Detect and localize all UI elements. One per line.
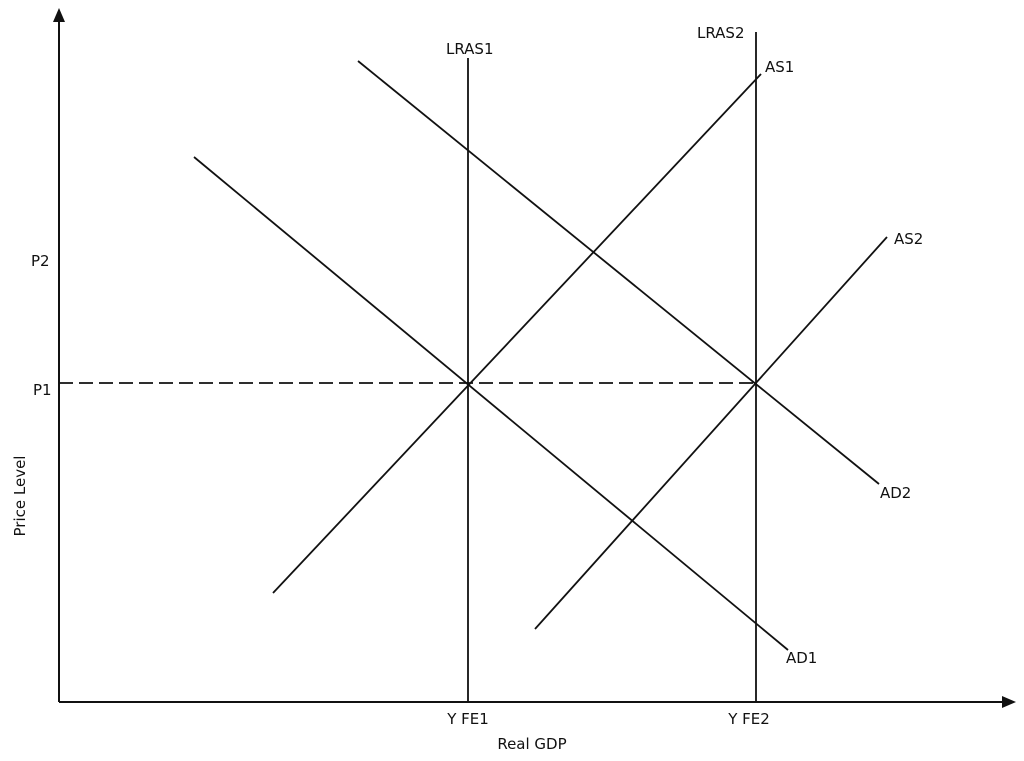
p2-label: P2 <box>31 252 50 270</box>
x-axis-title: Real GDP <box>497 735 566 753</box>
x-axis-arrowhead <box>1002 696 1016 708</box>
ad2-line <box>357 60 880 485</box>
as1-label: AS1 <box>765 58 794 76</box>
as2-label: AS2 <box>894 230 923 248</box>
lras1-label: LRAS1 <box>446 40 494 58</box>
ad2-label: AD2 <box>880 484 911 502</box>
p1-label: P1 <box>33 381 52 399</box>
as2-line <box>534 236 888 630</box>
y-axis-arrowhead <box>53 8 65 22</box>
ad1-label: AD1 <box>786 649 817 667</box>
ad1-line <box>193 156 789 651</box>
as1-line <box>272 73 762 594</box>
lras2-label: LRAS2 <box>697 24 745 42</box>
yfe1-label: Y FE1 <box>446 710 489 728</box>
yfe2-label: Y FE2 <box>727 710 770 728</box>
y-axis-title: Price Level <box>11 456 29 537</box>
